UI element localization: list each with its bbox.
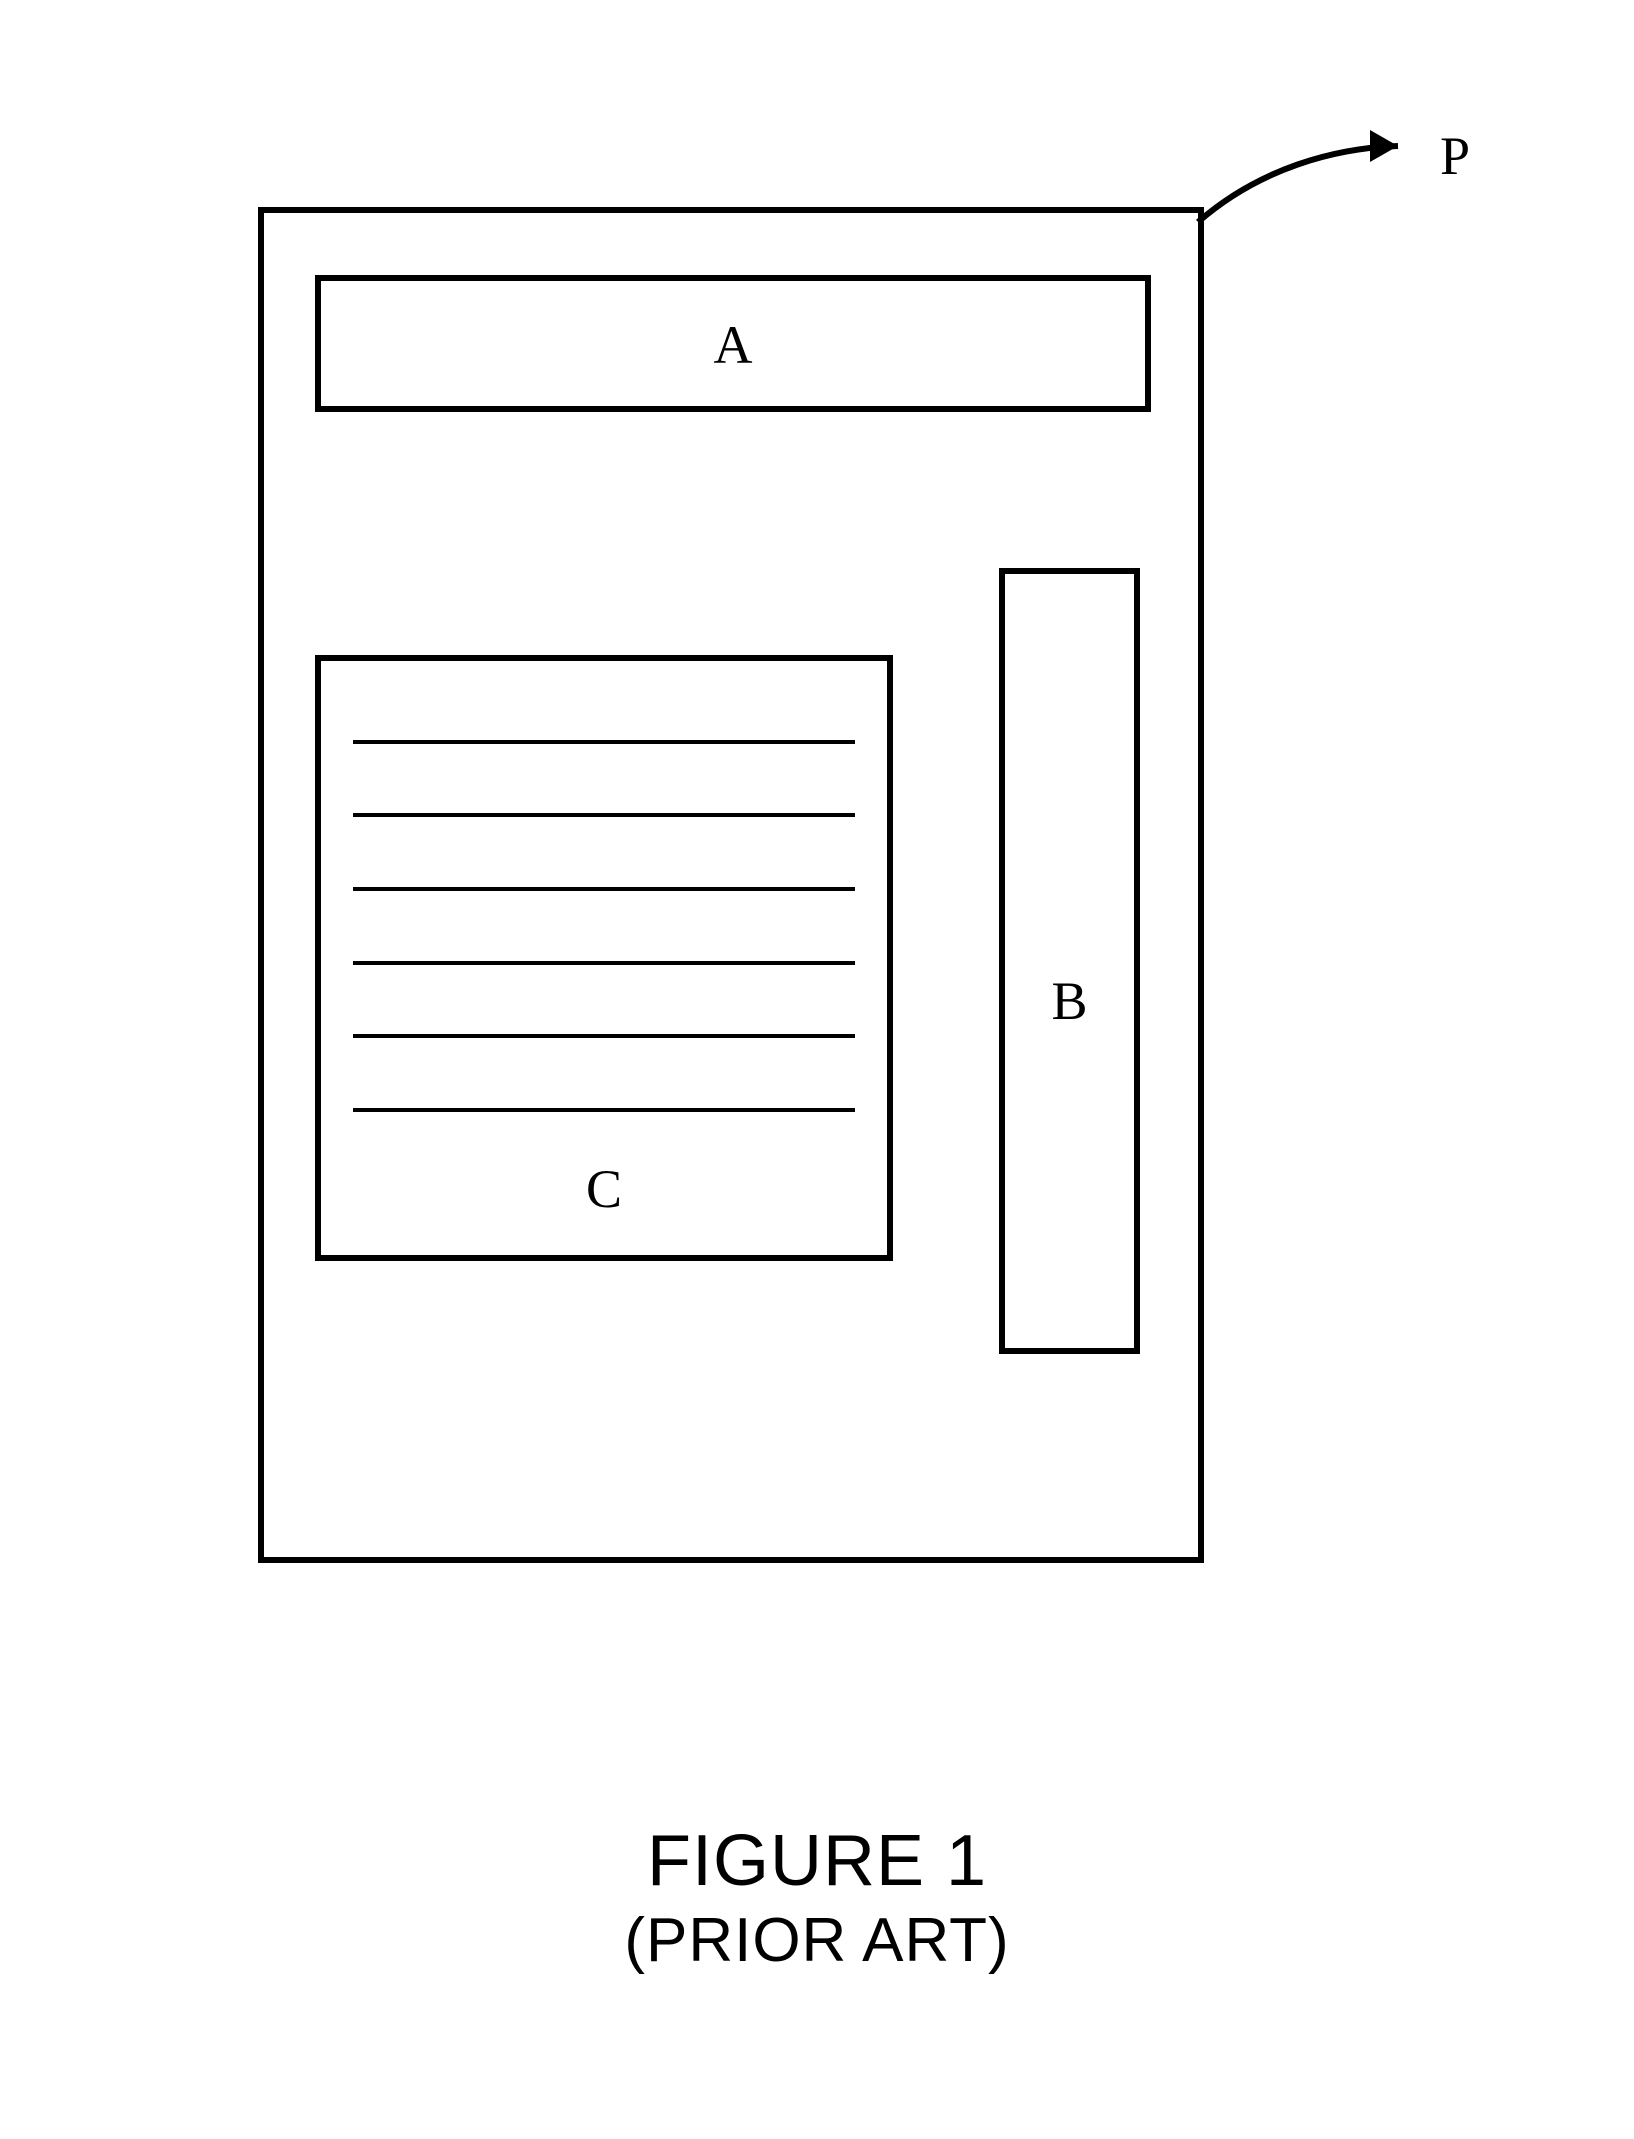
box-a-label: A: [683, 314, 783, 376]
figure-caption-line1: FIGURE 1: [0, 1820, 1634, 1902]
box-c-label: C: [554, 1158, 654, 1220]
figure-svg: [0, 0, 1634, 2139]
pointer-label: P: [1440, 125, 1470, 187]
box-b-label: B: [1020, 970, 1120, 1032]
figure-caption-line2: (PRIOR ART): [0, 1905, 1634, 1976]
